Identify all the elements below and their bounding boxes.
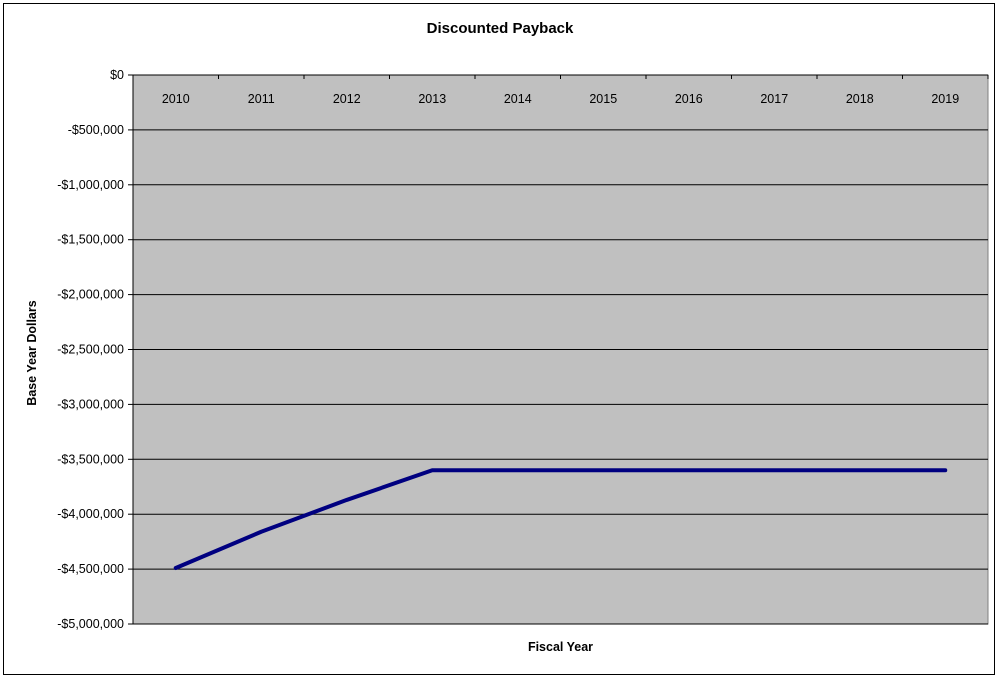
chart-title: Discounted Payback	[426, 20, 574, 37]
data-point	[688, 469, 690, 471]
data-point	[346, 499, 348, 501]
y-tick-label: -$1,500,000	[57, 233, 124, 247]
data-point	[773, 469, 775, 471]
data-point	[859, 469, 861, 471]
x-axis-ticks: 2010 2011 2012 2013 2014 2015 2016 2017 2018 2019	[132, 74, 989, 106]
data-point	[431, 469, 433, 471]
data-point	[175, 567, 177, 569]
x-tick-label: 2016	[675, 92, 703, 106]
x-tick-label: 2018	[846, 92, 874, 106]
y-axis-ticks: $0 -$500,000 -$1,000,000 -$1,500,000 -$2,000…	[57, 68, 134, 631]
gridlines	[133, 129, 988, 625]
data-point	[260, 531, 262, 533]
y-axis-title: Base Year Dollars	[25, 300, 39, 406]
x-tick-label: 2012	[333, 92, 361, 106]
x-tick-label: 2010	[162, 92, 190, 106]
x-tick-label: 2013	[418, 92, 446, 106]
y-tick-label: -$4,000,000	[57, 507, 124, 521]
x-axis-title: Fiscal Year	[527, 640, 594, 654]
x-tick-label: 2014	[504, 92, 532, 106]
data-point	[602, 469, 604, 471]
x-tick-label: 2015	[589, 92, 617, 106]
data-point	[944, 469, 946, 471]
y-tick-label: -$4,500,000	[57, 562, 124, 576]
y-tick-label: -$3,000,000	[57, 397, 124, 411]
x-tick-label: 2011	[248, 92, 275, 106]
data-point	[517, 469, 519, 471]
y-tick-label: -$5,000,000	[57, 617, 124, 631]
x-tick-label: 2019	[931, 92, 959, 106]
y-tick-label: -$500,000	[68, 123, 124, 137]
x-tick-label: 2017	[760, 92, 788, 106]
y-tick-label: -$2,000,000	[57, 288, 124, 302]
series-line	[173, 468, 948, 571]
series-layer	[173, 468, 948, 571]
y-tick-label: $0	[110, 68, 124, 82]
y-tick-label: -$2,500,000	[57, 343, 124, 357]
y-tick-label: -$1,000,000	[57, 178, 124, 192]
y-tick-label: -$3,500,000	[57, 452, 124, 466]
